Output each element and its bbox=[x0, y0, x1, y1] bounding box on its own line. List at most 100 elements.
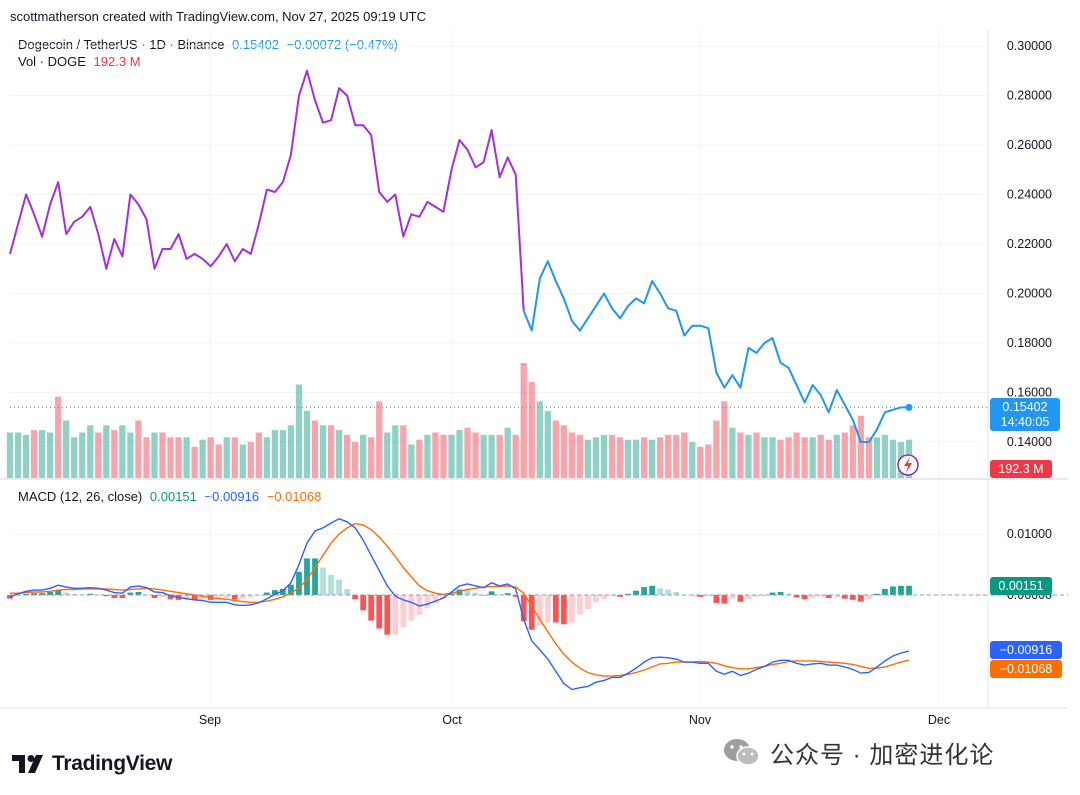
volume-bar bbox=[600, 434, 608, 478]
volume-bar bbox=[384, 432, 391, 478]
macd-histogram-bar bbox=[601, 595, 607, 600]
volume-badge bbox=[990, 460, 1052, 478]
volume-bar bbox=[889, 439, 897, 478]
volume-bar bbox=[191, 446, 198, 478]
countdown-badge-text: 14:40:05 bbox=[1001, 415, 1050, 429]
volume-bar bbox=[544, 410, 551, 478]
macd-histogram-bar bbox=[271, 590, 278, 595]
volume-bar bbox=[311, 420, 319, 478]
macd-histogram-bar bbox=[882, 588, 888, 595]
macd-title[interactable]: MACD (12, 26, close) bbox=[18, 489, 143, 504]
volume-bar bbox=[568, 432, 576, 478]
macd-histogram-bar bbox=[119, 595, 126, 599]
volume-bar bbox=[343, 434, 351, 478]
alert-icon[interactable] bbox=[897, 454, 919, 476]
volume-bar bbox=[873, 437, 881, 478]
volume-bar bbox=[809, 437, 816, 478]
macd-histogram-bar bbox=[231, 595, 238, 600]
volume-bar bbox=[127, 432, 134, 478]
volume-bar bbox=[665, 434, 672, 478]
volume-bar bbox=[624, 439, 632, 478]
macd-histogram-bar bbox=[368, 595, 375, 621]
volume-bar bbox=[737, 432, 744, 478]
volume-bar bbox=[512, 434, 519, 478]
macd-histogram-bar bbox=[304, 558, 310, 595]
macd-histogram-bar bbox=[408, 595, 415, 621]
macd-histogram-bar bbox=[729, 595, 736, 599]
volume-bar bbox=[881, 434, 889, 478]
last-price-dot bbox=[905, 403, 913, 411]
macd-histogram-bar bbox=[874, 593, 880, 595]
volume-bar bbox=[38, 430, 46, 478]
volume-bar bbox=[689, 442, 696, 478]
macd-histogram-bar bbox=[753, 595, 760, 597]
symbol-title[interactable]: Dogecoin / TetherUS · 1D · Binance bbox=[18, 37, 225, 52]
macd-histogram-bar bbox=[23, 593, 29, 595]
volume-bar bbox=[817, 434, 824, 478]
macd-histogram-bar bbox=[400, 595, 407, 628]
macd-histogram-bar bbox=[111, 595, 118, 599]
macd-histogram-bar bbox=[745, 595, 752, 600]
volume-bar bbox=[327, 425, 335, 478]
macd-histogram-bar bbox=[769, 592, 776, 595]
volume-bar bbox=[263, 437, 270, 478]
macd-histogram-bar bbox=[384, 595, 391, 635]
macd-histogram-bar bbox=[392, 595, 399, 635]
price-tick-label: 0.18000 bbox=[1007, 336, 1052, 350]
macd-histogram-bar bbox=[288, 584, 294, 595]
volume-bar bbox=[247, 442, 254, 478]
volume-bar bbox=[657, 437, 664, 478]
volume-title[interactable]: Vol · DOGE bbox=[18, 54, 86, 69]
volume-bar bbox=[480, 434, 487, 478]
macd-histogram-bar bbox=[376, 595, 383, 629]
volume-bar bbox=[295, 384, 303, 478]
price-line-early bbox=[9, 69, 525, 311]
price-tick-label: 0.26000 bbox=[1007, 138, 1052, 152]
volume-bar bbox=[55, 396, 62, 478]
macd-histogram-bar bbox=[865, 595, 872, 600]
volume-bar bbox=[135, 420, 142, 478]
volume-bar bbox=[673, 434, 680, 478]
macd-histogram-bar bbox=[833, 595, 840, 598]
volume-bar bbox=[705, 444, 712, 478]
macd-histogram-bar bbox=[665, 589, 672, 595]
volume-bar bbox=[231, 437, 238, 478]
price-scale-badges: 0.15402 14:40:05 192.3 M 0.00151 −0.0091… bbox=[990, 398, 1062, 678]
macd-hist-value: 0.00151 bbox=[149, 489, 197, 504]
tradingview-logo[interactable]: TradingView bbox=[12, 752, 172, 776]
macd-line-badge-text: −0.00916 bbox=[1000, 643, 1053, 657]
macd-line-value: −0.00916 bbox=[204, 489, 260, 504]
macd-histogram-bar bbox=[809, 595, 816, 599]
volume-bar bbox=[849, 425, 856, 478]
x-tick-label: Dec bbox=[928, 713, 950, 727]
macd-histogram-bar bbox=[649, 585, 656, 595]
macd-histogram-bar bbox=[721, 595, 728, 604]
macd-histogram-bar bbox=[737, 595, 744, 602]
price-series bbox=[9, 69, 988, 443]
macd-histogram-bar bbox=[39, 593, 45, 595]
macd-histogram-bar bbox=[713, 595, 720, 603]
volume-bar bbox=[841, 432, 848, 478]
macd-signal-badge bbox=[990, 660, 1062, 678]
macd-histogram-bar bbox=[544, 595, 551, 623]
macd-histogram-bar bbox=[7, 595, 13, 599]
macd-histogram-bar bbox=[247, 595, 254, 598]
macd-histogram-bar bbox=[480, 595, 487, 596]
price-tick-label: 0.14000 bbox=[1007, 435, 1052, 449]
macd-histogram-bar bbox=[127, 592, 134, 595]
macd-histogram-bar bbox=[593, 595, 599, 603]
x-tick-label: Nov bbox=[689, 713, 712, 727]
volume-bar bbox=[464, 427, 471, 478]
macd-histogram-bar bbox=[352, 595, 359, 600]
volume-bar bbox=[271, 430, 279, 478]
macd-histogram-bar bbox=[424, 595, 431, 609]
volume-bar bbox=[167, 437, 174, 478]
x-tick-label: Sep bbox=[199, 713, 221, 727]
volume-bar bbox=[47, 432, 54, 478]
macd-histogram-bar bbox=[673, 591, 680, 595]
macd-histogram-bar bbox=[697, 595, 704, 597]
volume-bar bbox=[681, 432, 688, 478]
volume-legend: Vol · DOGE 192.3 M bbox=[18, 54, 145, 69]
volume-bar bbox=[175, 437, 182, 478]
